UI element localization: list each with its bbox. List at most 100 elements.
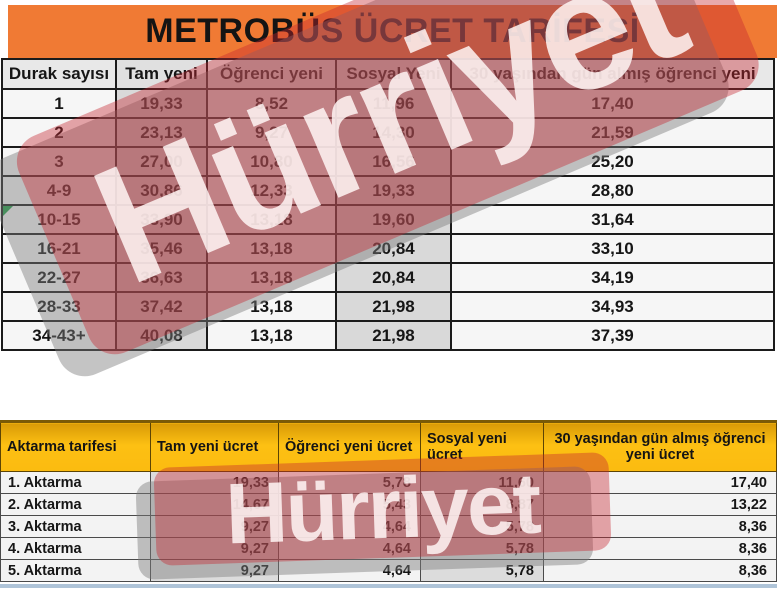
transfer-cell: 2. Aktarma (0, 493, 151, 516)
fare-cell: 11,96 (335, 88, 452, 119)
fare-cell: 17,40 (450, 88, 775, 119)
fare-table: Durak sayısı Tam yeni Öğrenci yeni Sosyal Y… (1, 58, 775, 351)
transfer-cell: 3. Aktarma (0, 515, 151, 538)
table-row: 3 27,00 10,80 16,56 25,20 (1, 146, 775, 177)
cell-corner-marker (4, 207, 13, 216)
fare-cell: 20,84 (335, 233, 452, 264)
table-row: 2 23,13 9,27 14,30 21,59 (1, 117, 775, 148)
transfer-table-header-row: Aktarma tarifesi Tam yeni ücret Öğrenci ye… (0, 420, 777, 472)
fare-cell: 20,84 (335, 262, 452, 293)
fare-cell: 3 (1, 146, 117, 177)
fare-cell: 28,80 (450, 175, 775, 206)
table-row: 34-43+ 40,08 13,18 21,98 37,39 (1, 320, 775, 351)
table-row: 5. Aktarma 9,27 4,64 5,78 8,36 (0, 559, 777, 582)
fare-cell: 13,18 (206, 320, 337, 351)
transfer-cell: 8,36 (543, 515, 777, 538)
transfer-cell: 5. Aktarma (0, 559, 151, 582)
fare-cell: 36,63 (115, 262, 208, 293)
transfer-cell: 8,87 (420, 493, 544, 516)
fare-cell: 13,18 (206, 262, 337, 293)
table-row: 4. Aktarma 9,27 4,64 5,78 8,36 (0, 537, 777, 560)
fare-cell: 16,56 (335, 146, 452, 177)
table-row: 3. Aktarma 9,27 4,64 5,78 8,36 (0, 515, 777, 538)
fare-cell: 27,00 (115, 146, 208, 177)
fare-cell: 13,18 (206, 233, 337, 264)
title-banner: METROBÜS ÜCRET TARİFESİ (8, 5, 777, 58)
bottom-divider (0, 584, 777, 588)
fare-cell: 31,64 (450, 204, 775, 235)
fare-cell: 33,10 (450, 233, 775, 264)
table-row: 22-27 36,63 13,18 20,84 34,19 (1, 262, 775, 293)
fare-cell: 10-15 (1, 204, 117, 235)
transfer-cell: 14,67 (150, 493, 279, 516)
fare-cell: 13,18 (206, 291, 337, 322)
fare-cell: 19,60 (335, 204, 452, 235)
fare-table-header-cell: Sosyal Yeni (335, 58, 452, 90)
transfer-cell: 4. Aktarma (0, 537, 151, 560)
fare-cell: 40,08 (115, 320, 208, 351)
fare-cell: 28-33 (1, 291, 117, 322)
fare-cell: 35,46 (115, 233, 208, 264)
transfer-table-header-cell: Sosyal yeni ücret (420, 420, 544, 472)
table-row: 4-9 30,86 12,33 19,33 28,80 (1, 175, 775, 206)
fare-cell: 14,30 (335, 117, 452, 148)
transfer-cell: 9,27 (150, 515, 279, 538)
fare-cell: 8,52 (206, 88, 337, 119)
page-title: METROBÜS ÜCRET TARİFESİ (145, 12, 640, 50)
table-row: 2. Aktarma 14,67 5,43 8,87 13,22 (0, 493, 777, 516)
fare-cell: 37,42 (115, 291, 208, 322)
transfer-cell: 5,78 (420, 515, 544, 538)
transfer-table-header-cell: Aktarma tarifesi (0, 420, 151, 472)
table-row: 1 19,33 8,52 11,96 17,40 (1, 88, 775, 119)
fare-cell: 22-27 (1, 262, 117, 293)
fare-cell: 37,39 (450, 320, 775, 351)
fare-cell: 34-43+ (1, 320, 117, 351)
fare-cell: 9,27 (206, 117, 337, 148)
table-row: 10-15 33,90 13,18 19,60 31,64 (1, 204, 775, 235)
transfer-cell: 19,33 (150, 471, 279, 494)
fare-cell: 21,59 (450, 117, 775, 148)
transfer-cell: 4,64 (278, 559, 421, 582)
transfer-cell: 13,22 (543, 493, 777, 516)
transfer-cell: 5,78 (278, 471, 421, 494)
fare-table-header-cell: 30 yaşından gün almış öğrenci yeni (450, 58, 775, 90)
fare-cell: 10,80 (206, 146, 337, 177)
transfer-cell: 4,64 (278, 515, 421, 538)
transfer-cell: 5,43 (278, 493, 421, 516)
fare-cell: 33,90 (115, 204, 208, 235)
fare-table-header-row: Durak sayısı Tam yeni Öğrenci yeni Sosyal Y… (1, 58, 775, 90)
transfer-table: Aktarma tarifesi Tam yeni ücret Öğrenci ye… (0, 420, 777, 582)
fare-cell: 12,33 (206, 175, 337, 206)
fare-cell: 19,33 (115, 88, 208, 119)
fare-cell: 34,93 (450, 291, 775, 322)
transfer-table-header-cell: Öğrenci yeni ücret (278, 420, 421, 472)
transfer-cell: 9,27 (150, 559, 279, 582)
fare-table-header-cell: Durak sayısı (1, 58, 117, 90)
transfer-cell: 1. Aktarma (0, 471, 151, 494)
fare-cell: 1 (1, 88, 117, 119)
fare-cell: 25,20 (450, 146, 775, 177)
fare-cell: 16-21 (1, 233, 117, 264)
transfer-cell: 11,60 (420, 471, 544, 494)
fare-cell: 2 (1, 117, 117, 148)
transfer-cell: 8,36 (543, 559, 777, 582)
transfer-cell: 9,27 (150, 537, 279, 560)
table-row: 1. Aktarma 19,33 5,78 11,60 17,40 (0, 471, 777, 494)
table-row: 16-21 35,46 13,18 20,84 33,10 (1, 233, 775, 264)
transfer-table-header-cell: Tam yeni ücret (150, 420, 279, 472)
fare-cell: 34,19 (450, 262, 775, 293)
transfer-cell: 5,78 (420, 559, 544, 582)
transfer-cell: 8,36 (543, 537, 777, 560)
transfer-cell: 5,78 (420, 537, 544, 560)
fare-cell: 4-9 (1, 175, 117, 206)
fare-cell: 19,33 (335, 175, 452, 206)
transfer-cell: 17,40 (543, 471, 777, 494)
fare-cell: 30,86 (115, 175, 208, 206)
fare-cell: 13,18 (206, 204, 337, 235)
transfer-table-header-cell: 30 yaşından gün almış öğrenci yeni ücret (543, 420, 777, 472)
fare-table-header-cell: Öğrenci yeni (206, 58, 337, 90)
fare-table-header-cell: Tam yeni (115, 58, 208, 90)
fare-cell: 23,13 (115, 117, 208, 148)
fare-cell: 21,98 (335, 320, 452, 351)
transfer-cell: 4,64 (278, 537, 421, 560)
